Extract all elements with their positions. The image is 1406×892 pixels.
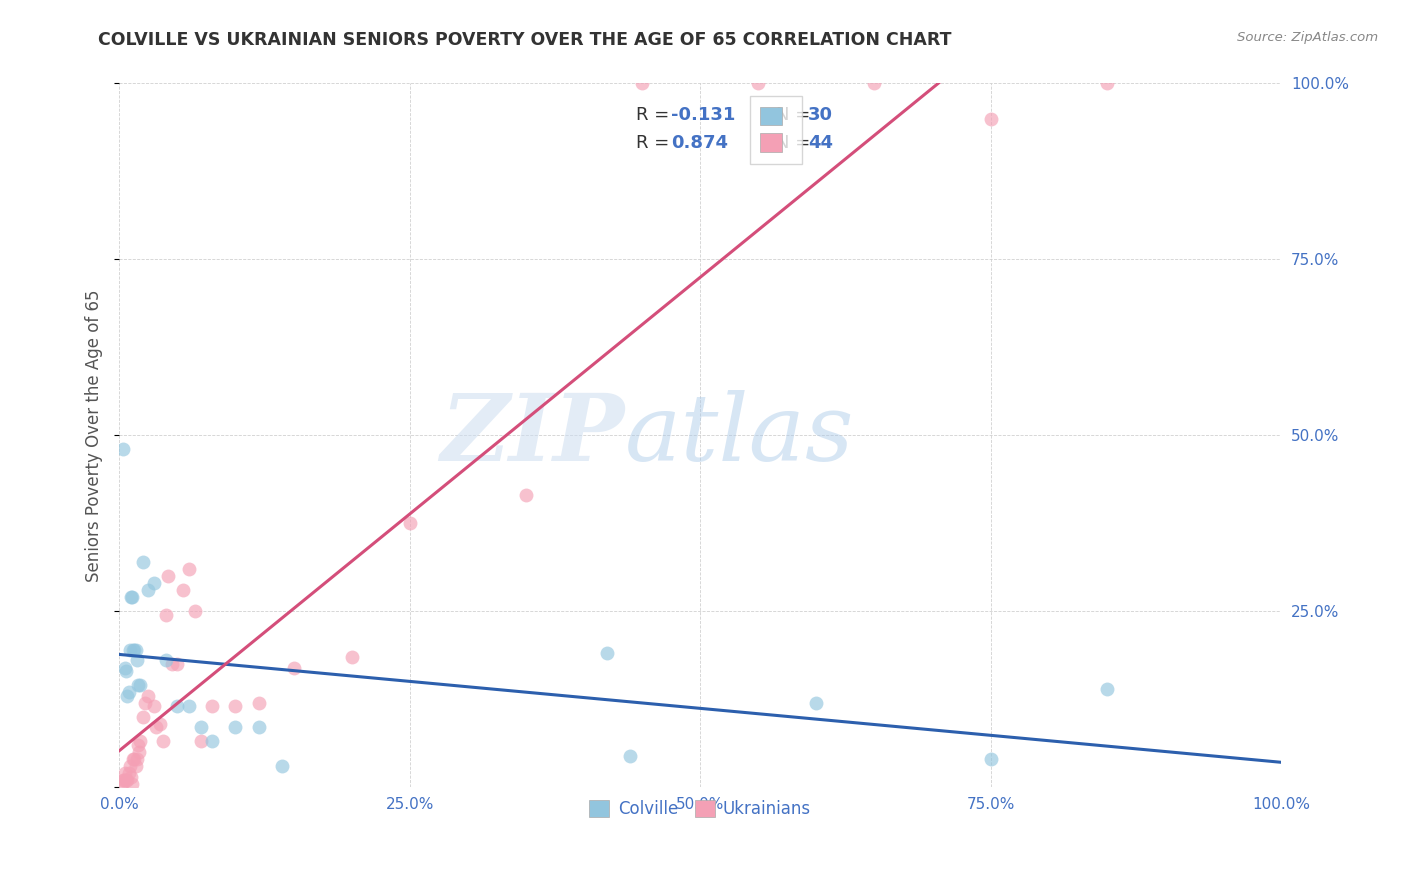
Point — [806, 696, 828, 710]
Point — [177, 562, 200, 576]
Point — [155, 653, 177, 667]
Point — [121, 590, 143, 604]
Point — [247, 720, 270, 734]
Point — [125, 752, 148, 766]
Point — [114, 766, 136, 780]
Point — [117, 685, 139, 699]
Point — [149, 716, 172, 731]
Point — [190, 734, 212, 748]
Point — [863, 77, 886, 91]
Point — [131, 710, 153, 724]
Point — [1095, 681, 1118, 696]
Point — [127, 738, 149, 752]
Point — [134, 696, 156, 710]
Point — [129, 734, 152, 748]
Point — [184, 604, 207, 618]
Point — [117, 773, 139, 788]
Point — [117, 689, 139, 703]
Point — [398, 516, 420, 531]
Point — [340, 650, 363, 665]
Point — [122, 643, 145, 657]
Point — [155, 607, 177, 622]
Point — [166, 657, 188, 671]
Point — [111, 773, 134, 788]
Point — [166, 699, 188, 714]
Text: atlas: atlas — [624, 391, 855, 480]
Text: -0.131: -0.131 — [671, 106, 735, 124]
Text: N =: N = — [776, 106, 815, 124]
Point — [747, 77, 769, 91]
Point — [121, 777, 143, 791]
Point — [201, 699, 224, 714]
Point — [201, 734, 224, 748]
Text: R =: R = — [637, 135, 675, 153]
Point — [131, 555, 153, 569]
Point — [619, 748, 641, 763]
Legend: Colville, Ukrainians: Colville, Ukrainians — [582, 793, 818, 824]
Point — [122, 752, 145, 766]
Text: Source: ZipAtlas.com: Source: ZipAtlas.com — [1237, 31, 1378, 45]
Point — [271, 759, 294, 773]
Point — [117, 766, 139, 780]
Point — [157, 569, 180, 583]
Point — [160, 657, 183, 671]
Point — [129, 678, 152, 692]
Text: R =: R = — [637, 106, 675, 124]
Text: 44: 44 — [808, 135, 834, 153]
Point — [111, 442, 134, 457]
Y-axis label: Seniors Poverty Over the Age of 65: Seniors Poverty Over the Age of 65 — [86, 289, 103, 582]
Point — [190, 720, 212, 734]
Point — [114, 660, 136, 674]
Point — [118, 759, 141, 773]
Point — [120, 770, 142, 784]
Point — [224, 720, 246, 734]
Point — [110, 777, 132, 791]
Point — [127, 678, 149, 692]
Point — [172, 583, 194, 598]
Point — [136, 689, 159, 703]
Point — [145, 720, 167, 734]
Point — [115, 773, 138, 788]
Point — [515, 488, 537, 502]
Point — [283, 660, 305, 674]
Point — [247, 696, 270, 710]
Point — [596, 647, 619, 661]
Point — [980, 112, 1002, 126]
Point — [152, 734, 174, 748]
Point — [125, 653, 148, 667]
Point — [124, 759, 146, 773]
Point — [120, 590, 142, 604]
Point — [631, 77, 654, 91]
Text: 0.874: 0.874 — [671, 135, 728, 153]
Point — [124, 643, 146, 657]
Point — [128, 745, 150, 759]
Point — [136, 583, 159, 598]
Point — [143, 699, 166, 714]
Point — [1095, 77, 1118, 91]
Point — [177, 699, 200, 714]
Point — [224, 699, 246, 714]
Text: N =: N = — [776, 135, 815, 153]
Text: COLVILLE VS UKRAINIAN SENIORS POVERTY OVER THE AGE OF 65 CORRELATION CHART: COLVILLE VS UKRAINIAN SENIORS POVERTY OV… — [98, 31, 952, 49]
Text: ZIP: ZIP — [440, 391, 624, 480]
Point — [980, 752, 1002, 766]
Point — [143, 576, 166, 591]
Point — [124, 752, 146, 766]
Point — [118, 643, 141, 657]
Point — [124, 643, 146, 657]
Text: 30: 30 — [808, 106, 834, 124]
Point — [115, 664, 138, 678]
Point — [112, 773, 135, 788]
